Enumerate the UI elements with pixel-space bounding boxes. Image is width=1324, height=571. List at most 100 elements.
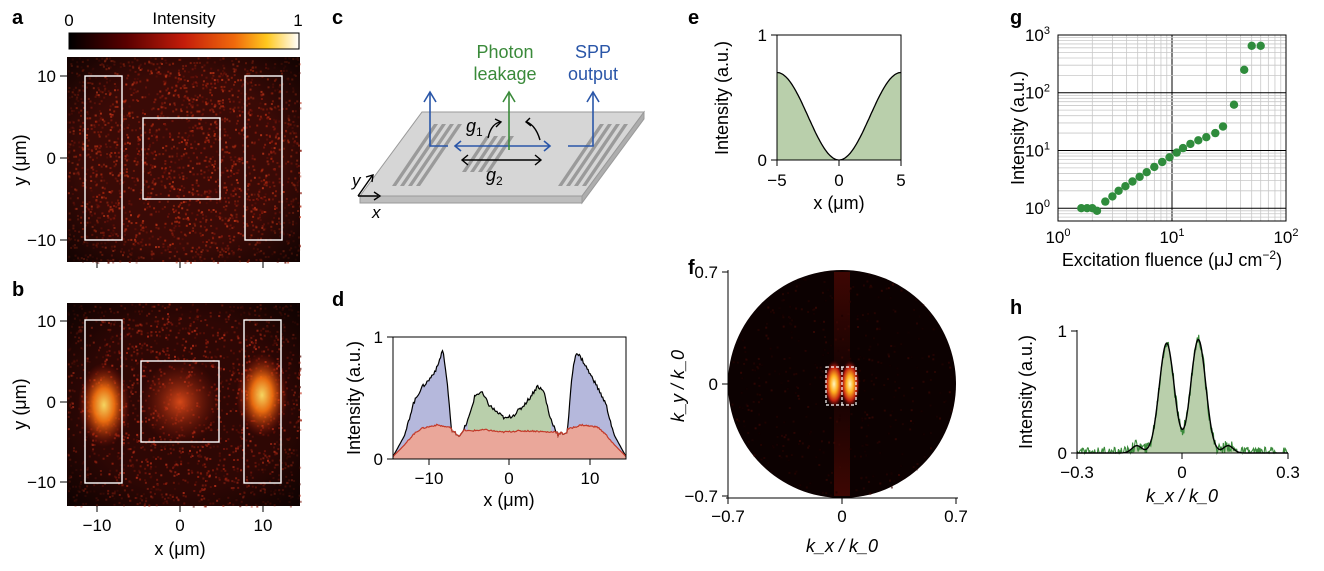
e-ytick-1: 0	[758, 151, 767, 170]
axis-y-label: y	[351, 171, 362, 190]
panel-letter-f: f	[688, 257, 695, 279]
d-ytick-0: 1	[374, 328, 383, 347]
d-total-line	[392, 349, 627, 457]
panel-c-schematic: Photon leakage SPP output g1 g2 y x	[351, 42, 645, 222]
photon-leakage-line2: leakage	[473, 64, 536, 84]
spp-arrows	[423, 90, 600, 152]
h-xtick-1: 0	[1177, 463, 1186, 482]
g-data-point	[1247, 41, 1256, 50]
f-xtick-0: −0.7	[711, 507, 745, 526]
g-ytick: 103	[1025, 25, 1050, 45]
roi-center	[142, 117, 221, 200]
colorbar: 0 Intensity 1	[64, 9, 303, 50]
g-data-point	[1135, 172, 1144, 181]
g-data-point	[1240, 65, 1249, 75]
f-ytick-0: 0.7	[694, 263, 718, 282]
axes-indicator	[357, 174, 382, 201]
panel-b-image	[67, 303, 302, 508]
g-data-point	[1077, 204, 1086, 213]
g-data-point	[1229, 100, 1239, 109]
panel-g-chart: 100 101 102 100 101 102 103 Intensity (a.u.) E…	[1008, 25, 1299, 270]
e-ytick-0: 1	[758, 26, 767, 45]
e-xlabel: x (μm)	[813, 193, 864, 213]
g-ytick: 101	[1025, 140, 1050, 160]
panel-a-image	[67, 57, 302, 264]
f-xlabel: k_x / k_0	[806, 536, 878, 556]
panel-letter-g: g	[1010, 7, 1022, 29]
g-ylabel: Intensity (a.u.)	[1008, 71, 1028, 185]
f-ylabel: k_y / k_0	[668, 350, 688, 422]
h-xtick-0: −0.3	[1060, 463, 1094, 482]
g-xtick: 100	[1045, 227, 1070, 247]
panel-e-chart: 1 0 Intensity (a.u.) −5 0 5 x (μm)	[712, 26, 906, 213]
g-ytick: 102	[1025, 83, 1050, 103]
a-ytick-2: −10	[27, 231, 56, 250]
g-data-point	[1178, 143, 1188, 153]
b-ytick-2: −10	[27, 473, 56, 492]
g-data-point	[1172, 148, 1181, 157]
g-data-point	[1114, 186, 1123, 195]
b-ytick-0: 10	[37, 312, 56, 331]
axis-x-label: x	[371, 203, 381, 222]
coupling-arrows	[460, 117, 543, 166]
b-xtick-0: −10	[83, 516, 112, 535]
panel-a-yaxis: 10 0 −10 y (μm)	[10, 67, 264, 268]
panel-b-axes: 10 0 −10 y (μm) −10 0 10 x (μm)	[10, 312, 272, 559]
g-data-point	[1218, 122, 1228, 131]
spp-output-line2: output	[568, 64, 618, 84]
roi-left	[84, 75, 123, 241]
d-ytick-1: 0	[374, 450, 383, 469]
b-xtick-2: 10	[254, 516, 273, 535]
spp-output-line1: SPP	[575, 42, 611, 62]
d-background-fill	[393, 424, 626, 459]
panel-letter-b: b	[12, 279, 24, 301]
f-xtick-2: 0.7	[944, 507, 968, 526]
g-ytick: 100	[1025, 198, 1050, 218]
g-data-point	[1194, 136, 1203, 145]
e-xtick-0: −5	[767, 171, 786, 190]
g-data-point	[1165, 153, 1174, 162]
e-xtick-2: 5	[896, 171, 905, 190]
g-data-point	[1101, 197, 1110, 206]
g-xtick: 101	[1159, 227, 1184, 247]
h-xtick-2: 0.3	[1276, 463, 1300, 482]
g-data-point	[1186, 139, 1195, 149]
e-xtick-1: 0	[834, 171, 843, 190]
photon-arrow	[502, 90, 516, 150]
g-data-point	[1142, 168, 1151, 177]
d-xtick-1: 0	[504, 469, 513, 488]
f-ytick-1: 0	[709, 375, 718, 394]
g-data-point	[1128, 177, 1137, 186]
g1-label: g1	[466, 116, 483, 139]
g-data-point	[1158, 157, 1167, 167]
panel-letter-a: a	[12, 7, 24, 29]
panel-letter-d: d	[332, 289, 344, 311]
g-xlabel: Excitation fluence (μJ cm−2)	[1062, 248, 1282, 270]
e-profile-fill	[777, 72, 901, 160]
panel-letter-h: h	[1010, 297, 1022, 319]
panel-h-chart: 1 0 Intensity (a.u.) −0.3 0 0.3 k_x / k_…	[1016, 322, 1300, 506]
h-ytick-1: 0	[1058, 444, 1067, 463]
roi-left	[84, 319, 123, 484]
panel-letter-e: e	[688, 7, 699, 29]
b-ylabel: y (μm)	[10, 378, 30, 429]
g-data-point	[1256, 41, 1265, 50]
a-ytick-0: 10	[37, 67, 56, 86]
f-ytick-2: −0.7	[684, 487, 718, 506]
panel-d-chart: 1 0 Intensity (a.u.) −10 0 10 x (μm)	[344, 328, 627, 510]
roi-right	[244, 75, 283, 241]
g2-label: g2	[486, 165, 503, 188]
h-xlabel: k_x / k_0	[1146, 486, 1218, 506]
a-ylabel: y (μm)	[10, 134, 30, 185]
roi-right	[243, 319, 282, 484]
panel-f-image: 0.7 0 −0.7 k_y / k_0 −0.7 0 0.7 k_x / k_…	[668, 263, 968, 556]
f-roi	[825, 366, 857, 406]
g-xtick: 102	[1273, 227, 1298, 247]
g-data-point	[1150, 162, 1159, 172]
roi-center	[140, 360, 220, 443]
photon-leakage-line1: Photon	[476, 42, 533, 62]
d-ylabel: Intensity (a.u.)	[344, 341, 364, 455]
colorbar-label: Intensity	[152, 9, 216, 28]
b-ytick-1: 0	[47, 393, 56, 412]
h-ytick-0: 1	[1058, 322, 1067, 341]
